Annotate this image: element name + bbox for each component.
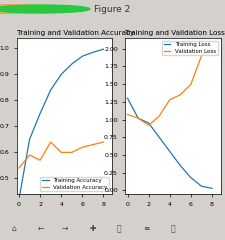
Validation Accuracy <box>60 151 63 154</box>
Text: ✚: ✚ <box>89 224 95 233</box>
Text: Training and Validation Loss: Training and Validation Loss <box>126 30 225 36</box>
Validation Loss <box>190 83 192 85</box>
Training Loss <box>126 97 129 100</box>
Text: ⌂: ⌂ <box>11 224 16 233</box>
Training Accuracy <box>18 198 20 201</box>
Training Accuracy <box>28 138 31 141</box>
Validation Accuracy <box>70 151 73 154</box>
Line: Training Loss: Training Loss <box>128 98 212 188</box>
Circle shape <box>0 5 75 13</box>
Training Loss <box>211 187 213 190</box>
Training Loss <box>137 117 139 120</box>
Text: ≡: ≡ <box>143 224 149 233</box>
Training Accuracy <box>39 112 41 115</box>
Validation Loss <box>126 113 129 116</box>
Validation Loss <box>200 54 203 57</box>
Text: 🔍: 🔍 <box>117 224 122 233</box>
Text: Figure 2: Figure 2 <box>94 5 131 13</box>
Validation Accuracy <box>81 146 84 149</box>
Validation Loss <box>169 98 171 101</box>
Training Accuracy <box>70 63 73 66</box>
Validation Loss <box>158 114 161 117</box>
Training Loss <box>179 164 182 167</box>
Legend: Training Accuracy, Validation Accuracy: Training Accuracy, Validation Accuracy <box>40 177 109 191</box>
Validation Accuracy <box>49 141 52 144</box>
Text: Training and Validation Accuracy: Training and Validation Accuracy <box>17 30 134 36</box>
Training Loss <box>158 136 161 139</box>
Text: →: → <box>62 224 68 233</box>
Circle shape <box>0 5 61 13</box>
Training Loss <box>169 150 171 153</box>
Training Accuracy <box>49 89 52 91</box>
Validation Loss <box>147 124 150 127</box>
Validation Loss <box>137 117 139 120</box>
Validation Accuracy <box>39 159 41 162</box>
Validation Loss <box>211 47 213 50</box>
Legend: Training Loss, Validation Loss: Training Loss, Validation Loss <box>162 41 218 55</box>
Validation Accuracy <box>28 154 31 156</box>
Training Loss <box>190 176 192 179</box>
Training Loss <box>200 185 203 188</box>
Line: Validation Loss: Validation Loss <box>128 49 212 125</box>
Validation Accuracy <box>102 141 105 144</box>
Training Accuracy <box>92 51 94 54</box>
Validation Loss <box>179 93 182 96</box>
Training Accuracy <box>60 73 63 76</box>
Validation Accuracy <box>92 143 94 146</box>
Line: Training Accuracy: Training Accuracy <box>19 49 104 199</box>
Circle shape <box>0 5 90 13</box>
Training Accuracy <box>102 48 105 51</box>
Text: ←: ← <box>37 224 44 233</box>
Line: Validation Accuracy: Validation Accuracy <box>19 142 104 168</box>
Training Accuracy <box>81 55 84 58</box>
Training Loss <box>147 122 150 125</box>
Text: 💾: 💾 <box>171 224 176 233</box>
Validation Accuracy <box>18 167 20 169</box>
